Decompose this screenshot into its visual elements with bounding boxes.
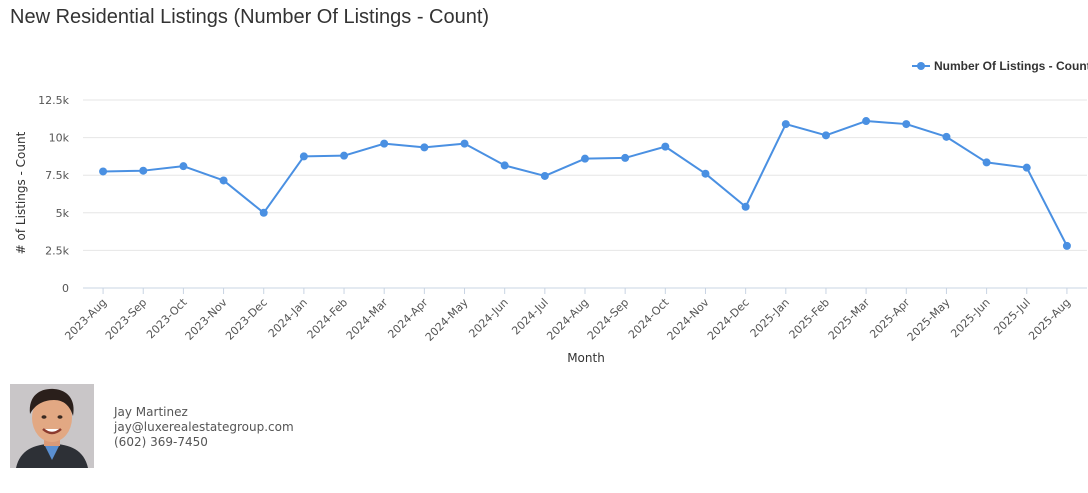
x-tick-label: 2025-Mar xyxy=(826,296,873,343)
y-tick-label: 5k xyxy=(56,207,70,220)
x-tick-label: 2024-Jul xyxy=(509,296,551,338)
data-point[interactable] xyxy=(661,142,670,151)
data-point[interactable] xyxy=(902,120,911,129)
x-tick-label: 2024-Nov xyxy=(665,296,712,343)
x-tick-label: 2023-Aug xyxy=(62,296,109,343)
y-axis-title: # of Listings - Count xyxy=(14,131,28,254)
data-point[interactable] xyxy=(500,161,509,170)
x-axis-title: Month xyxy=(567,351,605,365)
y-tick-label: 12.5k xyxy=(38,94,69,107)
legend-marker-icon xyxy=(917,62,925,70)
y-tick-label: 10k xyxy=(49,132,70,145)
x-tick-label: 2024-Feb xyxy=(305,296,351,342)
series-line xyxy=(103,120,1068,247)
data-point[interactable] xyxy=(942,132,951,141)
x-axis-ticks: 2023-Aug2023-Sep2023-Oct2023-Nov2023-Dec… xyxy=(62,288,1073,344)
x-tick-label: 2025-Jun xyxy=(948,296,992,340)
legend[interactable]: Number Of Listings - Count xyxy=(912,59,1088,73)
data-point[interactable] xyxy=(781,120,790,129)
chart-title: New Residential Listings (Number Of List… xyxy=(10,6,490,28)
data-point[interactable] xyxy=(741,202,750,211)
data-point[interactable] xyxy=(259,208,268,217)
x-tick-label: 2024-Jun xyxy=(466,296,510,340)
data-point[interactable] xyxy=(1022,163,1031,172)
agent-email[interactable]: jay@luxerealestategroup.com xyxy=(114,420,294,434)
x-tick-label: 2025-May xyxy=(905,296,953,344)
x-tick-label: 2023-Nov xyxy=(183,296,230,343)
data-point[interactable] xyxy=(581,154,589,163)
x-tick-label: 2024-Sep xyxy=(585,296,631,342)
x-tick-label: 2025-Jan xyxy=(748,296,792,340)
data-point[interactable] xyxy=(621,153,630,162)
grid-lines xyxy=(83,99,1087,289)
data-point[interactable] xyxy=(420,143,429,152)
x-tick-label: 2025-Feb xyxy=(787,296,833,342)
agent-phone[interactable]: (602) 369-7450 xyxy=(114,435,208,449)
y-tick-label: 7.5k xyxy=(45,169,69,182)
data-point[interactable] xyxy=(179,162,188,171)
x-tick-label: 2024-Aug xyxy=(544,296,591,343)
x-tick-label: 2024-Mar xyxy=(344,296,391,343)
data-point[interactable] xyxy=(701,169,710,178)
x-tick-label: 2025-Aug xyxy=(1026,296,1073,343)
series-layer xyxy=(99,117,1071,250)
data-point[interactable] xyxy=(139,166,148,175)
y-axis-ticks: 0 2.5k 5k 7.5k 10k 12.5k xyxy=(38,94,69,295)
data-point[interactable] xyxy=(862,117,871,126)
data-point[interactable] xyxy=(540,171,549,180)
data-point[interactable] xyxy=(982,158,991,167)
legend-label: Number Of Listings - Count xyxy=(934,59,1088,73)
x-tick-label: 2023-Sep xyxy=(103,296,149,342)
x-tick-label: 2025-Jul xyxy=(991,296,1033,338)
agent-avatar xyxy=(10,384,94,468)
data-point[interactable] xyxy=(99,167,108,176)
x-tick-label: 2023-Dec xyxy=(223,296,270,343)
agent-contact: Jay Martinez jay@luxerealestategroup.com… xyxy=(114,405,294,450)
agent-name: Jay Martinez xyxy=(114,405,188,419)
data-point[interactable] xyxy=(1062,241,1071,250)
data-point[interactable] xyxy=(340,151,349,160)
x-tick-label: 2024-May xyxy=(423,296,471,344)
y-tick-label: 0 xyxy=(62,282,69,295)
data-point[interactable] xyxy=(299,152,308,161)
x-tick-label: 2024-Jan xyxy=(266,296,310,340)
y-tick-label: 2.5k xyxy=(45,244,69,257)
data-point[interactable] xyxy=(380,139,389,148)
data-point[interactable] xyxy=(460,139,469,148)
data-point[interactable] xyxy=(219,176,228,185)
x-tick-label: 2024-Dec xyxy=(705,296,752,343)
data-point[interactable] xyxy=(821,131,830,140)
